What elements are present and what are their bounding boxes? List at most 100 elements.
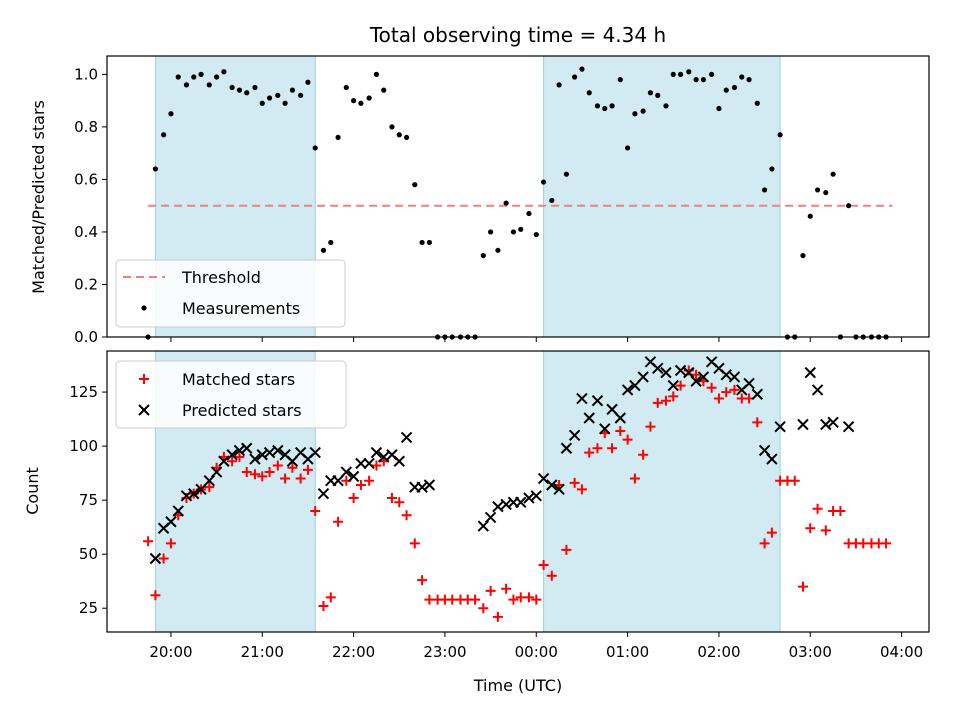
matched-star-point [645,421,656,432]
ratio-plot-frame [106,55,930,338]
measurement-point [549,197,555,204]
predicted-star-point [583,412,595,424]
measurement-point [572,74,578,80]
predicted-star-point [172,505,184,517]
matched-star-point [766,527,777,538]
measurements-legend-label: Measurements [182,299,300,318]
matched-star-point [310,505,321,516]
measurement-point [183,82,190,88]
matched-star-point [492,611,503,622]
count-legend: Matched stars Predicted stars [115,360,347,429]
matched-star-point [364,475,375,486]
matched-star-point [409,538,420,549]
measurement-point [206,82,212,88]
measurement-point [343,84,349,91]
x-tick-label: 00:00 [515,643,558,661]
predicted-star-point [210,466,223,478]
measurement-point [266,95,273,101]
measurement-point [229,84,235,91]
matched-star-point [394,497,405,508]
predicted-star-point [272,444,284,457]
measurement-point [640,108,646,114]
measurement-point [670,71,676,77]
matched-star-point [241,467,252,478]
predicted-star-point [500,498,512,511]
predicted-star-point [416,481,428,493]
matched-star-point [508,594,519,605]
predicted-star-point [393,455,405,467]
measurement-point [214,74,220,80]
x-tick-label: 20:00 [149,643,192,661]
predicted-star-point [378,451,390,463]
x-tick-label: 23:00 [423,643,466,661]
predicted-star-point [697,371,710,383]
matched-star-point [165,538,176,549]
matched-star-point [287,462,298,473]
matched-star-point [546,570,557,581]
measurement-point [663,103,669,109]
measurement-point [686,69,692,75]
predicted-star-point [568,429,581,442]
predicted-star-point [553,483,565,496]
measurement-point [540,179,547,185]
measurement-point [465,334,471,340]
count-legend-box [115,360,347,429]
measurement-point [435,334,441,340]
matched-star-point [721,387,732,398]
predicted-star-point [340,466,353,478]
predicted-star-point [660,366,672,379]
predicted-star-point [827,416,839,429]
measurement-point [412,182,418,188]
measurement-point [846,203,852,209]
predicted-star-point [576,392,588,405]
measurement-point [244,90,250,96]
predicted-star-point [400,431,413,444]
predicted-star-point [363,457,375,470]
matched-star-point [295,473,306,484]
matched-star-point [812,503,823,514]
predicted-star-point [484,511,497,524]
measurement-point [403,134,410,141]
measurement-point [807,213,813,219]
predicted-star-point [728,371,741,383]
predicted-star-point [226,449,238,461]
matched-star-point [706,382,717,393]
predicted-star-point [332,474,344,487]
predicted-star-point [309,446,321,459]
measurement-point [198,71,204,77]
measurement-point [647,90,654,96]
predicted-star-point [347,470,360,483]
measurement-point [419,239,425,246]
matched-star-point [615,425,626,436]
matched-star-point [789,475,800,486]
measurement-point [152,166,159,172]
matched-star-point [257,471,268,482]
measurement-point [823,189,829,196]
measurement-point [800,252,806,259]
x-tick-label: 04:00 [880,643,923,661]
measurement-point [305,79,311,85]
matched-star-point [523,592,534,603]
y-tick-label: 0.0 [74,328,98,346]
predicted-star-point [233,444,246,457]
predicted-star-point [811,384,824,396]
measurement-point [594,103,601,109]
predicted-star-point [286,455,299,467]
predicted-star-point [149,552,162,565]
predicted-star-point [560,442,573,454]
matched-star-point [371,460,382,471]
measurement-point [252,84,258,91]
measurement-point [853,334,859,340]
matched-star-point [470,594,481,605]
measurement-point [723,87,729,93]
measurement-point [289,87,296,93]
measurement-point [830,171,836,177]
matched-star-point [881,538,892,549]
measurement-point [625,145,631,151]
predicted-star-point [195,483,207,496]
matched-star-point [660,395,671,406]
count-y-axis-label: Count [23,467,42,515]
predicted-star-point [674,364,687,377]
measurement-point [868,334,875,340]
